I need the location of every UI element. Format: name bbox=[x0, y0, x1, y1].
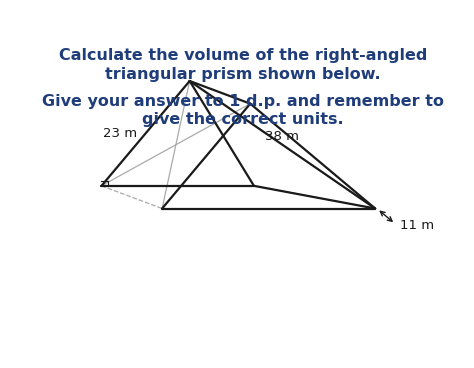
Text: Calculate the volume of the right-angled: Calculate the volume of the right-angled bbox=[59, 49, 427, 63]
Text: 23 m: 23 m bbox=[103, 127, 137, 140]
Text: triangular prism shown below.: triangular prism shown below. bbox=[105, 67, 381, 82]
Text: 38 m: 38 m bbox=[265, 130, 300, 143]
Text: 11 m: 11 m bbox=[400, 219, 434, 232]
Text: Give your answer to 1 d.p. and remember to: Give your answer to 1 d.p. and remember … bbox=[42, 94, 444, 109]
Text: give the correct units.: give the correct units. bbox=[142, 112, 344, 127]
